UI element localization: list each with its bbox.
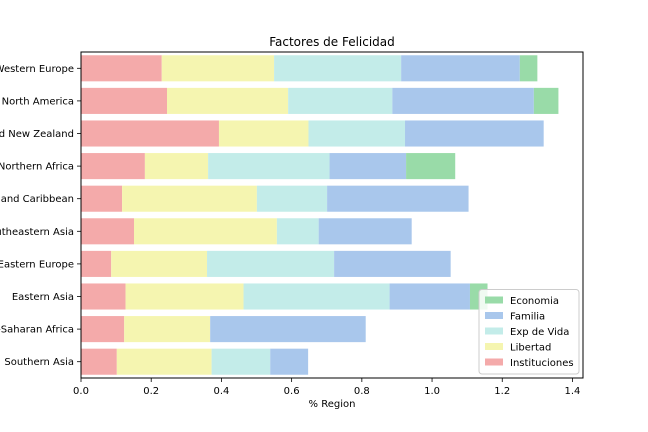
bar-libertad-eastern-asia (125, 283, 244, 310)
y-tick-label-middle-east-and-northern-africa: Middle East and Northern Africa (0, 162, 74, 173)
x-axis: 0.0 0.2 0.4 0.6 0.8 1.0 1.2 1.4 (73, 378, 580, 397)
x-tick-label: 1.2 (494, 386, 510, 397)
y-tick-label-southeastern-asia: Southeastern Asia (0, 227, 74, 238)
x-tick-label: 0.6 (284, 386, 300, 397)
bar-libertad-latin-america-and-caribbean (122, 185, 257, 212)
bar-economia-western-europe (519, 55, 538, 82)
bar-familia-north-america (392, 87, 534, 114)
chart-title: Factores de Felicidad (269, 35, 395, 49)
bar-libertad-southern-asia (116, 348, 212, 375)
bar-familia-southern-asia (270, 348, 309, 375)
bar-instituciones-latin-america-and-caribbean (81, 185, 123, 212)
legend-swatch-familia (485, 312, 503, 319)
bar-exp-de-vida-southeastern-asia (276, 218, 319, 245)
bar-instituciones-australia-and-new-zealand (81, 120, 219, 147)
legend: Economia Familia Exp de Vida Libertad Instit… (478, 289, 580, 375)
bar-instituciones-eastern-asia (81, 283, 126, 310)
bar-libertad-western-europe (161, 55, 275, 82)
y-tick-label-western-europe: Western Europe (0, 64, 74, 75)
bar-instituciones-north-america (81, 87, 168, 114)
bars-layer (81, 55, 559, 375)
plot-frame (80, 51, 584, 379)
bar-instituciones-southern-asia (81, 348, 117, 375)
bar-exp-de-vida-australia-and-new-zealand (308, 120, 406, 147)
x-tick-label: 1.4 (565, 386, 581, 397)
bar-familia-western-europe (401, 55, 520, 82)
y-axis: Western Europe North America Australia and… (0, 64, 81, 368)
bar-libertad-sub-saharan-africa (124, 316, 211, 343)
bar-libertad-southeastern-asia (134, 218, 277, 245)
bar-libertad-middle-east-and-northern-africa (144, 153, 209, 180)
bar-familia-eastern-asia (389, 283, 470, 310)
bar-exp-de-vida-latin-america-and-caribbean (256, 185, 328, 212)
y-tick-label-southern-asia: Southern Asia (4, 357, 74, 368)
bar-familia-central-and-eastern-europe (334, 250, 451, 277)
y-tick-label-latin-america-and-caribbean: Latin America and Caribbean (0, 194, 74, 205)
legend-swatch-economia (485, 296, 503, 304)
legend-label-libertad: Libertad (510, 343, 551, 354)
bar-familia-sub-saharan-africa (210, 316, 366, 343)
bar-instituciones-western-europe (81, 55, 162, 82)
bar-exp-de-vida-north-america (288, 87, 393, 114)
legend-label-exp-de-vida: Exp de Vida (510, 327, 569, 338)
legend-label-familia: Familia (510, 312, 545, 323)
x-tick-label: 0.4 (213, 386, 229, 397)
y-tick-label-australia-and-new-zealand: Australia and New Zealand (0, 129, 74, 140)
x-tick-label: 1.0 (424, 386, 440, 397)
x-axis-label: % Region (309, 399, 356, 410)
y-tick-label-sub-saharan-africa: Sub-Saharan Africa (0, 325, 74, 336)
bar-economia-middle-east-and-northern-africa (406, 153, 456, 180)
bar-instituciones-southeastern-asia (81, 218, 135, 245)
legend-label-instituciones: Instituciones (510, 358, 574, 369)
bar-libertad-australia-and-new-zealand (218, 120, 309, 147)
legend-label-economia: Economia (510, 296, 559, 307)
bar-instituciones-sub-saharan-africa (81, 316, 125, 343)
legend-box (478, 289, 580, 375)
legend-swatch-libertad (485, 343, 503, 350)
bar-libertad-north-america (167, 87, 289, 114)
y-tick-label-central-and-eastern-europe: Central and Eastern Europe (0, 259, 74, 270)
legend-swatch-instituciones (485, 358, 503, 366)
bar-exp-de-vida-middle-east-and-northern-africa (208, 153, 330, 180)
bar-familia-latin-america-and-caribbean (327, 185, 469, 212)
bar-familia-southeastern-asia (318, 218, 412, 245)
bar-familia-australia-and-new-zealand (405, 120, 544, 147)
bar-exp-de-vida-eastern-asia (243, 283, 390, 310)
bar-familia-middle-east-and-northern-africa (329, 153, 407, 180)
bar-instituciones-central-and-eastern-europe (81, 250, 112, 277)
x-tick-label: 0.2 (143, 386, 159, 397)
legend-swatch-exp-de-vida (485, 327, 503, 335)
x-tick-label: 0.8 (354, 386, 370, 397)
bar-exp-de-vida-central-and-eastern-europe (207, 250, 335, 277)
bar-libertad-central-and-eastern-europe (111, 250, 208, 277)
bar-exp-de-vida-southern-asia (211, 348, 271, 375)
bar-economia-north-america (533, 87, 559, 114)
bar-instituciones-middle-east-and-northern-africa (81, 153, 145, 180)
y-tick-label-north-america: North America (2, 96, 74, 107)
bar-exp-de-vida-western-europe (274, 55, 402, 82)
y-tick-label-eastern-asia: Eastern Asia (12, 292, 74, 303)
x-tick-label: 0.0 (73, 386, 89, 397)
